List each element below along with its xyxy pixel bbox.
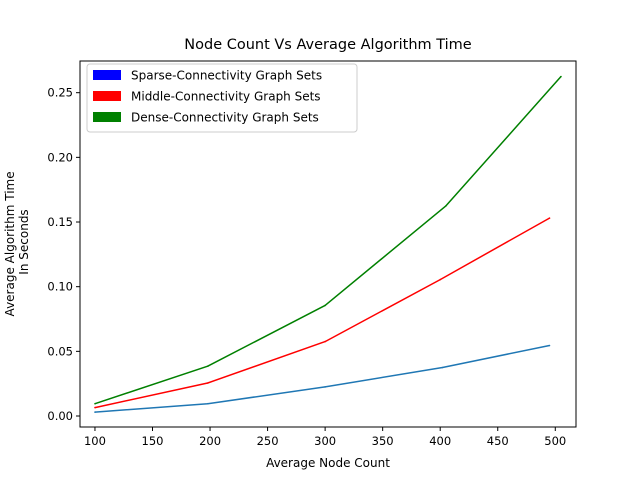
series-line-1 [94, 344, 550, 413]
legend-label: Middle-Connectivity Graph Sets [131, 90, 321, 104]
chart-title: Node Count Vs Average Algorithm Time [184, 37, 472, 53]
legend-label: Sparse-Connectivity Graph Sets [131, 69, 322, 83]
x-tick-label: 200 [199, 434, 221, 448]
axis-ticks: 100 150 200 250 300 350 400 450 500 0.00 0.05 0.10 0… [47, 86, 566, 448]
series-2-point [94, 406, 96, 409]
legend-swatch [93, 70, 121, 80]
legend-swatch [93, 112, 121, 122]
y-axis-label: Average Algorithm Time In Seconds [3, 168, 31, 317]
series-1-point [324, 386, 326, 388]
series-3-point [560, 75, 562, 78]
series-1-point [548, 344, 551, 347]
y-tick-label: 0.10 [47, 280, 73, 294]
y-tick-label: 0.00 [47, 409, 73, 423]
series-3-point [206, 365, 209, 368]
series-2-point [206, 382, 209, 384]
x-tick-label: 250 [257, 434, 279, 448]
y-tick-label: 0.15 [47, 215, 73, 229]
series-layer [94, 75, 562, 413]
x-tick-label: 350 [372, 434, 394, 448]
y-tick-label: 0.20 [47, 150, 73, 164]
y-tick-label: 0.25 [47, 86, 73, 100]
series-3-point [94, 402, 96, 405]
legend-box [86, 63, 358, 133]
x-tick-label: 300 [314, 434, 336, 448]
series-2-point [324, 340, 326, 343]
series-3-point [445, 205, 447, 207]
x-tick-label: 150 [142, 434, 164, 448]
x-tick-label: 450 [487, 434, 509, 448]
series-1-point [94, 411, 96, 413]
legend: Sparse-Connectivity Graph Sets Middle-Con… [86, 63, 358, 133]
x-axis-label: Average Node Count [266, 456, 390, 470]
x-tick-label: 100 [84, 434, 106, 448]
series-1-point [441, 366, 444, 369]
x-tick-label: 500 [544, 434, 566, 448]
series-1-point [206, 402, 209, 405]
y-axis-label-line-2: In Seconds [17, 209, 31, 274]
plot-area [79, 60, 577, 428]
y-tick-label: 0.05 [47, 344, 73, 358]
legend-label: Dense-Connectivity Graph Sets [131, 111, 319, 125]
series-3-point [324, 304, 326, 307]
series-2-point [548, 217, 551, 219]
y-axis-label-line-1: Average Algorithm Time [3, 171, 17, 316]
series-line-2 [94, 217, 550, 409]
legend-swatch [93, 91, 121, 101]
x-tick-label: 400 [429, 434, 451, 448]
series-2-point [439, 278, 442, 281]
